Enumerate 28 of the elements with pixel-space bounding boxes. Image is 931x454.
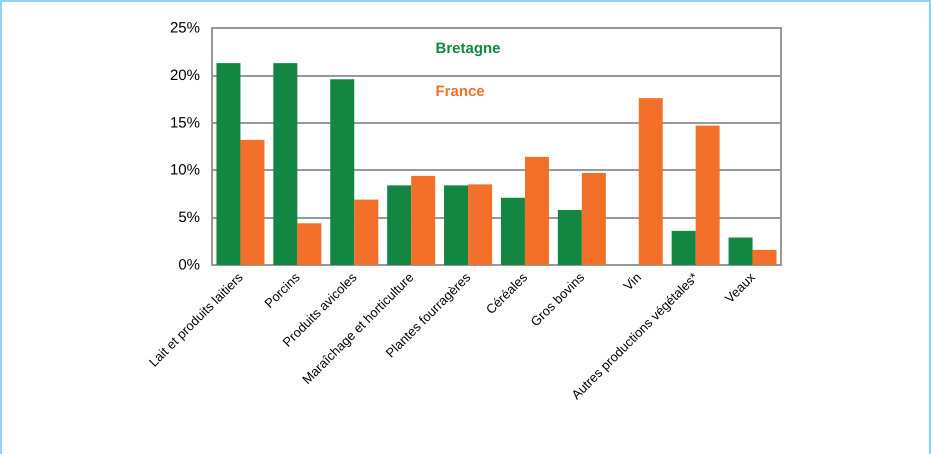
bar bbox=[696, 126, 720, 265]
y-tick-label: 10% bbox=[170, 162, 200, 179]
bar bbox=[672, 230, 696, 265]
bar bbox=[387, 185, 412, 265]
bar bbox=[411, 176, 436, 265]
bar bbox=[500, 198, 525, 265]
bar bbox=[638, 98, 663, 265]
bar bbox=[330, 79, 354, 265]
bar bbox=[297, 223, 322, 265]
bar bbox=[752, 250, 777, 265]
y-tick-label: 25% bbox=[170, 20, 200, 36]
y-tick-label: 5% bbox=[178, 209, 200, 226]
bar bbox=[582, 173, 606, 265]
bar bbox=[728, 238, 753, 265]
text: France bbox=[435, 83, 485, 100]
bar bbox=[273, 63, 298, 265]
bar bbox=[354, 200, 378, 265]
bar bbox=[524, 156, 549, 265]
bar bbox=[468, 184, 492, 265]
bar bbox=[558, 210, 582, 265]
y-tick-label: 15% bbox=[170, 114, 200, 132]
y-tick-label: 0% bbox=[178, 256, 200, 274]
x-tick-label: Vin bbox=[620, 270, 644, 294]
bar bbox=[216, 63, 240, 265]
text: Bretagne bbox=[435, 40, 501, 57]
y-tick-label: 20% bbox=[170, 66, 200, 84]
bar bbox=[240, 140, 264, 265]
bar bbox=[444, 185, 468, 265]
